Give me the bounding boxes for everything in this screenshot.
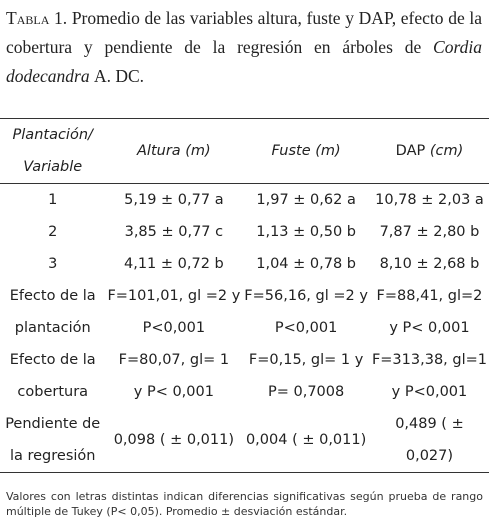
cell-text: 1,04 ± 0,78 b xyxy=(256,256,356,272)
cell-text: 0,098 ( ± 0,011) xyxy=(113,432,235,448)
table-cell: F=313,38, gl=1 y P<0,001 xyxy=(370,344,489,408)
table-cell: 1,13 ± 0,50 b xyxy=(242,216,370,248)
header-text: Plantación/ xyxy=(12,127,93,143)
header-cell: Plantación/Variable xyxy=(0,119,105,184)
cell-text: F=80,07, gl= 1 xyxy=(118,352,230,368)
table-row: 2 3,85 ± 0,77 c 1,13 ± 0,50 b 7,87 ± 2,80 b xyxy=(0,216,489,248)
table-cell: F=0,15, gl= 1 y P= 0,7008 xyxy=(242,344,370,408)
table-cell: 1,04 ± 0,78 b xyxy=(242,248,370,280)
header-text: Altura (m) xyxy=(137,143,211,159)
header-row: Plantación/Variable Altura (m) Fuste (m) DA… xyxy=(0,119,489,184)
cell-text: 3,85 ± 0,77 c xyxy=(124,224,224,240)
cell-text: plantación xyxy=(14,320,91,336)
header-cell: DAP (cm) xyxy=(370,119,489,184)
table-cell: 1 xyxy=(0,184,105,217)
table-cell: 7,87 ± 2,80 b xyxy=(370,216,489,248)
cell-text: 4,11 ± 0,72 b xyxy=(123,256,224,272)
cell-text: F=313,38, gl=1 xyxy=(371,352,487,368)
cell-text: Efecto de la xyxy=(9,352,96,368)
cell-text: cobertura xyxy=(17,384,89,400)
cell-text: 1 xyxy=(48,192,58,208)
cell-text: 10,78 ± 2,03 a xyxy=(375,192,484,208)
table-row: 3 4,11 ± 0,72 b 1,04 ± 0,78 b 8,10 ± 2,68 b xyxy=(0,248,489,280)
cell-text: 1,97 ± 0,62 a xyxy=(256,192,356,208)
table-row: 1 5,19 ± 0,77 a 1,97 ± 0,62 a 10,78 ± 2,03 … xyxy=(0,184,489,217)
cell-text: F=88,41, gl=2 xyxy=(376,288,483,304)
header-text: Fuste (m) xyxy=(271,143,341,159)
table-cell: 4,11 ± 0,72 b xyxy=(105,248,242,280)
data-table: Plantación/Variable Altura (m) Fuste (m) DA… xyxy=(0,118,489,473)
header-text: (cm) xyxy=(429,143,464,159)
caption-label: Tabla 1. xyxy=(6,8,68,28)
table-cell: 10,78 ± 2,03 a xyxy=(370,184,489,217)
table-row: Pendiente de la regresión 0,098 ( ± 0,011)… xyxy=(0,408,489,473)
cell-text: 0,004 ( ± 0,011) xyxy=(245,432,367,448)
table-cell: Pendiente de la regresión xyxy=(0,408,105,473)
caption-authority: A. DC. xyxy=(93,66,145,86)
table-body: 1 5,19 ± 0,77 a 1,97 ± 0,62 a 10,78 ± 2,03 … xyxy=(0,184,489,473)
table-cell: 0,489 ( ± 0,027) xyxy=(370,408,489,473)
table-cell: 3,85 ± 0,77 c xyxy=(105,216,242,248)
table-cell: 3 xyxy=(0,248,105,280)
table-cell: 2 xyxy=(0,216,105,248)
cell-text: 7,87 ± 2,80 b xyxy=(379,224,480,240)
cell-text: F=0,15, gl= 1 y xyxy=(248,352,364,368)
cell-text: y P<0,001 xyxy=(391,384,468,400)
table-cell: F=80,07, gl= 1 y P< 0,001 xyxy=(105,344,242,408)
cell-text: 3 xyxy=(48,256,58,272)
cell-text: P<0,001 xyxy=(274,320,338,336)
cell-text: 2 xyxy=(48,224,58,240)
table-cell: F=101,01, gl =2 y P<0,001 xyxy=(105,280,242,344)
table-cell: 1,97 ± 0,62 a xyxy=(242,184,370,217)
cell-text: 8,10 ± 2,68 b xyxy=(379,256,480,272)
cell-text: 5,19 ± 0,77 a xyxy=(124,192,224,208)
table-cell: Efecto de la plantación xyxy=(0,280,105,344)
header-text: Variable xyxy=(23,159,83,175)
header-cell: Fuste (m) xyxy=(242,119,370,184)
cell-text: Pendiente de xyxy=(5,416,101,432)
table-cell: Efecto de la cobertura xyxy=(0,344,105,408)
footnote: Valores con letras distintas indican dif… xyxy=(6,490,483,518)
cell-text: P= 0,7008 xyxy=(267,384,345,400)
cell-text: F=101,01, gl =2 y xyxy=(107,288,241,304)
table-row: Efecto de la plantación F=101,01, gl =2 y P… xyxy=(0,280,489,344)
cell-text: Efecto de la xyxy=(9,288,96,304)
cell-text: la regresión xyxy=(9,448,96,464)
table-row: Efecto de la cobertura F=80,07, gl= 1 y P< … xyxy=(0,344,489,408)
cell-text: F=56,16, gl =2 y xyxy=(244,288,368,304)
table-cell: 0,004 ( ± 0,011) xyxy=(242,408,370,473)
header-cell: Altura (m) xyxy=(105,119,242,184)
table-cell: 8,10 ± 2,68 b xyxy=(370,248,489,280)
cell-text: 0,489 ( ± xyxy=(395,416,464,432)
table-cell: 0,098 ( ± 0,011) xyxy=(105,408,242,473)
caption-text: Promedio de las variables altura, fuste … xyxy=(6,8,483,57)
cell-text: 0,027) xyxy=(405,448,454,464)
caption-species: Cordia dodecandra xyxy=(6,37,482,86)
cell-text: P<0,001 xyxy=(142,320,206,336)
table-cell: F=56,16, gl =2 y P<0,001 xyxy=(242,280,370,344)
caption: Tabla 1. Promedio de las variables altur… xyxy=(6,4,482,91)
table-cell: F=88,41, gl=2 y P< 0,001 xyxy=(370,280,489,344)
header-text: DAP xyxy=(395,143,426,159)
cell-text: y P< 0,001 xyxy=(133,384,214,400)
table-cell: 5,19 ± 0,77 a xyxy=(105,184,242,217)
cell-text: y P< 0,001 xyxy=(389,320,470,336)
cell-text: 1,13 ± 0,50 b xyxy=(256,224,356,240)
